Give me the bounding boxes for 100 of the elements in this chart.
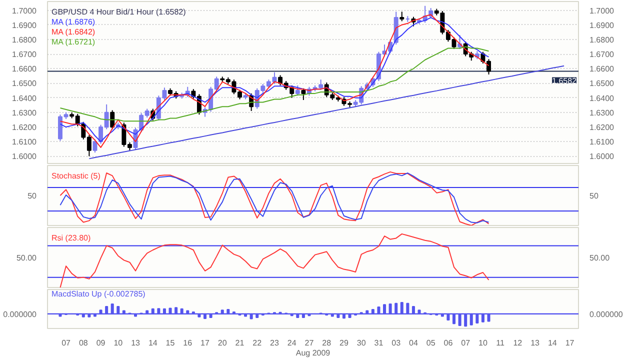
x-tick-label: 05 xyxy=(426,338,436,348)
x-tick-label: 29 xyxy=(340,338,349,348)
bar xyxy=(122,310,126,314)
y2-tick-label: 1.6500 xyxy=(590,79,615,88)
y-tick-label: 1.6200 xyxy=(12,123,38,132)
bar xyxy=(82,313,85,318)
y2-tick-label: 1.6600 xyxy=(590,64,615,74)
y-tick-label: 1.6700 xyxy=(12,50,38,60)
y-tick-label: 1.6400 xyxy=(12,94,38,103)
chart-title: MacdSlato Up (-0.002785) xyxy=(52,290,146,298)
bar xyxy=(296,313,300,318)
bar xyxy=(371,309,374,314)
y2-tick-label: 1.6200 xyxy=(590,123,615,132)
text: GBP/USD 4 Hour Bid/1 Hour (1.6582) xyxy=(52,8,186,16)
text: 0.000000 xyxy=(3,310,38,319)
x-tick-label: 15 xyxy=(166,338,176,348)
text: 50.00 xyxy=(590,254,610,262)
bar xyxy=(186,310,190,314)
y-tick-label: 1.6000 xyxy=(12,152,38,162)
bar xyxy=(366,310,369,314)
x-tick-label: 09 xyxy=(96,338,106,348)
bar xyxy=(336,313,340,318)
bar xyxy=(342,313,346,319)
y-tick-label: 1.6300 xyxy=(12,108,38,118)
bar xyxy=(446,313,450,320)
bar xyxy=(464,313,468,327)
y-tick-label: 1.6900 xyxy=(12,20,38,30)
bar xyxy=(440,313,444,317)
bar xyxy=(377,306,380,314)
y-tick-label: 1.6600 xyxy=(12,64,38,74)
y-tick-label: 1.6500 xyxy=(12,79,38,88)
x-tick-label: 10 xyxy=(114,338,124,348)
bar xyxy=(220,310,224,314)
x-tick-label: 30 xyxy=(356,338,366,348)
bar xyxy=(476,313,479,324)
text: MA (1.6876) xyxy=(52,18,96,26)
x-tick-label: 20 xyxy=(218,338,228,348)
bar xyxy=(348,313,352,318)
x-tick-label: 16 xyxy=(183,338,193,348)
text: MA (1.6842) xyxy=(52,28,96,36)
text: MA (1.6721) xyxy=(52,38,96,46)
bar xyxy=(151,308,154,314)
text: 50 xyxy=(590,192,599,200)
bar xyxy=(481,313,484,322)
chart-title: Rsi (23.80) xyxy=(52,234,91,242)
x-tick-label: 14 xyxy=(148,338,158,348)
bar xyxy=(93,313,96,317)
x-tick-label: 22 xyxy=(252,338,262,348)
bar xyxy=(88,313,91,318)
x-axis-title: Aug 2009 xyxy=(296,348,331,358)
bar xyxy=(418,310,421,314)
x-tick-label: 07 xyxy=(62,338,72,348)
bar xyxy=(470,313,473,326)
x-tick-label: 08 xyxy=(78,338,88,348)
y2-tick-label: 1.6300 xyxy=(590,108,615,118)
y2-tick-label: 1.6800 xyxy=(590,35,615,44)
bar xyxy=(105,306,108,314)
bar xyxy=(388,303,392,314)
x-tick-label: 06 xyxy=(444,338,454,348)
x-tick-label: 23 xyxy=(270,338,280,348)
y2-tick-label: 1.7000 xyxy=(590,6,615,16)
x-tick-label: 04 xyxy=(409,338,418,348)
text: 50 xyxy=(28,192,38,200)
bar xyxy=(157,308,160,314)
x-tick-label: 13 xyxy=(530,338,540,348)
candlestick xyxy=(400,11,404,22)
x-tick-label: 10 xyxy=(478,338,488,348)
x-tick-label: 13 xyxy=(131,338,141,348)
x-tick-label: 21 xyxy=(235,338,245,348)
bar xyxy=(256,313,259,318)
y2-tick-label: 1.6100 xyxy=(590,138,615,147)
ref-line-label: 1.6582 xyxy=(552,76,578,86)
x-tick-label: 11 xyxy=(496,338,506,348)
y2-tick-label: 1.6000 xyxy=(590,152,615,162)
bar xyxy=(412,306,415,314)
bar xyxy=(168,308,172,314)
x-tick-label: 24 xyxy=(287,338,297,348)
y-tick-label: 1.7000 xyxy=(12,6,38,16)
x-tick-label: 12 xyxy=(513,338,523,348)
bar xyxy=(180,308,184,314)
candlestick xyxy=(301,88,306,101)
y2-tick-label: 1.6900 xyxy=(590,20,615,30)
bar xyxy=(203,313,207,320)
bar xyxy=(458,313,462,326)
bar xyxy=(383,304,386,314)
bar xyxy=(198,313,201,318)
bar xyxy=(116,306,120,314)
y-tick-label: 1.6100 xyxy=(12,138,38,147)
candlestick xyxy=(295,84,300,96)
bar xyxy=(250,313,253,320)
bar xyxy=(209,313,212,318)
bar xyxy=(302,313,305,318)
bar xyxy=(400,302,404,314)
x-tick-label: 07 xyxy=(461,338,471,348)
bar xyxy=(146,310,149,314)
bar xyxy=(406,302,410,314)
x-tick-label: 14 xyxy=(548,338,558,348)
bar xyxy=(226,309,230,314)
chart-title: Stochastic (5) xyxy=(52,172,101,180)
bar xyxy=(244,313,248,317)
